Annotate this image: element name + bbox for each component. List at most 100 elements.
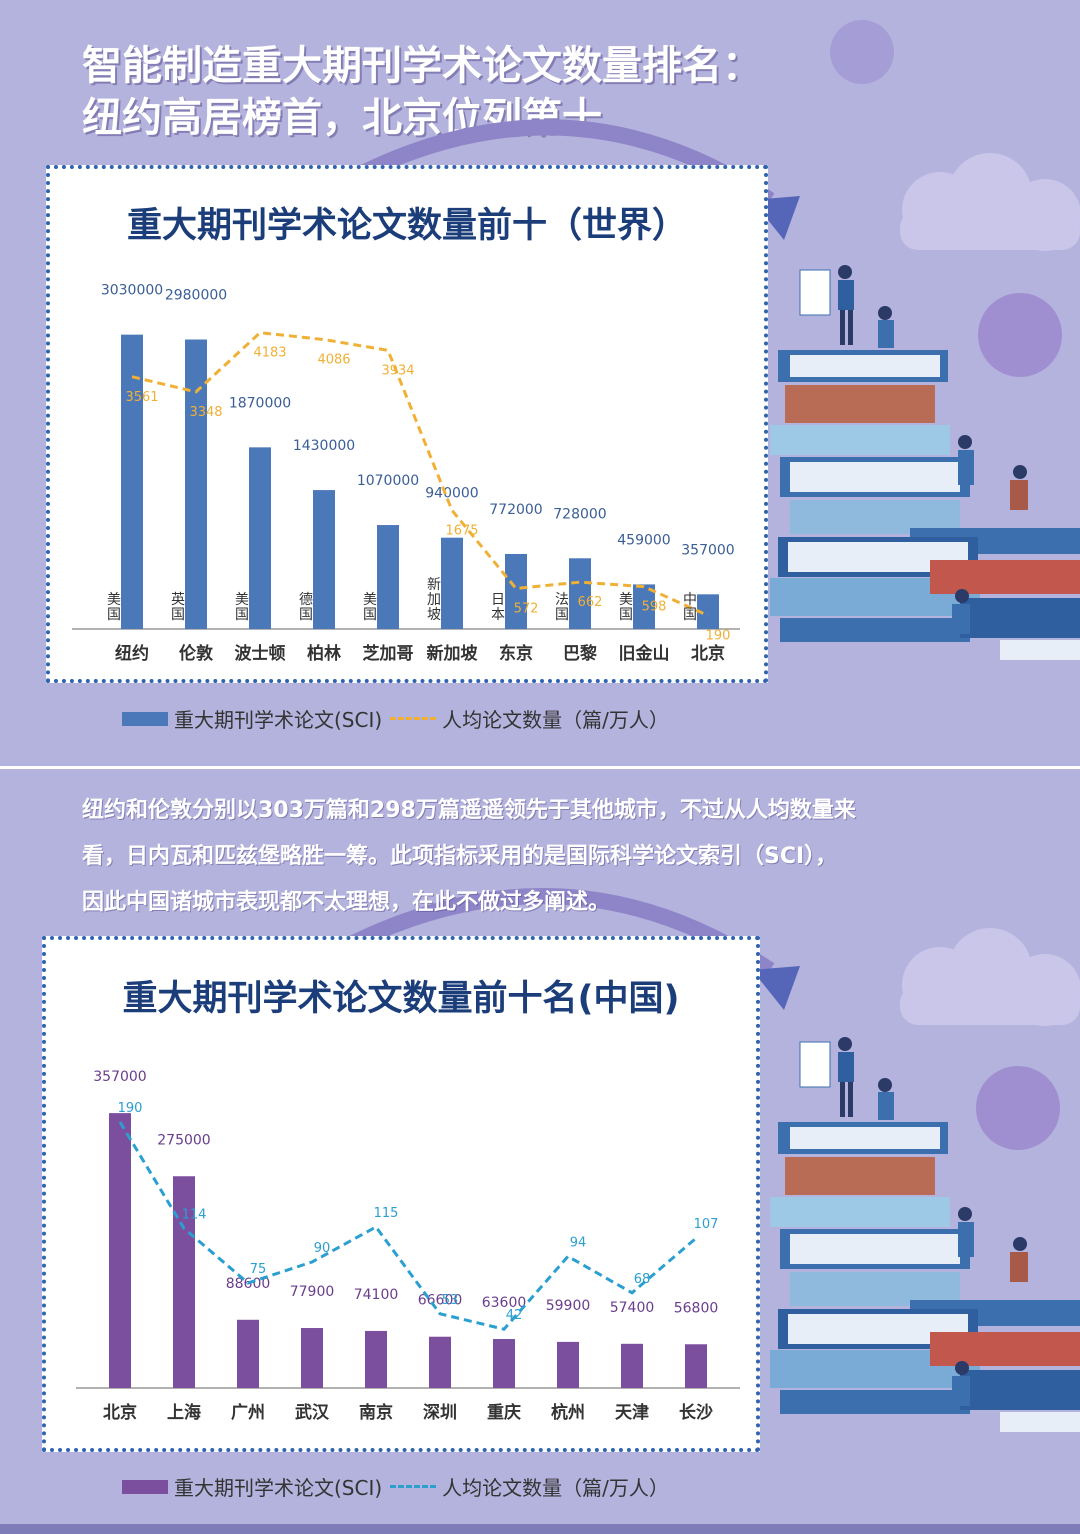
bar-9 xyxy=(633,584,655,629)
x-tick-label: 巴黎 xyxy=(563,643,597,664)
x-tick-label: 纽约 xyxy=(115,643,149,664)
line-value-label: 190 xyxy=(706,629,731,644)
line-value-label: 107 xyxy=(694,1217,719,1232)
bar-4 xyxy=(313,490,335,629)
bar-3 xyxy=(237,1319,259,1388)
country-label-char: 国 xyxy=(299,607,313,623)
line-value-label: 572 xyxy=(514,601,539,616)
line-value-label: 3561 xyxy=(125,390,158,405)
legend-bar-label: 重大期刊学术论文(SCI) xyxy=(174,1476,383,1500)
country-label-char: 美 xyxy=(619,592,633,608)
country-label-char: 国 xyxy=(683,607,697,623)
bar-7 xyxy=(505,554,527,629)
description-paragraph: 纽约和伦敦分别以303万篇和298万篇遥遥领先于其他城市，不过从人均数量来 看，… xyxy=(82,788,1012,926)
china-chart-panel: 重大期刊学术论文数量前十名(中国) 357000 北京 275000 上海 88600 广… xyxy=(42,936,760,1452)
line-value-label: 3934 xyxy=(381,363,414,378)
bar-value-label: 357000 xyxy=(93,1069,146,1085)
decor-circle xyxy=(830,20,894,84)
line-value-label: 53 xyxy=(442,1293,459,1308)
country-label-char: 国 xyxy=(171,607,185,623)
bottom-bar xyxy=(0,1524,1080,1534)
bar-value-label: 1430000 xyxy=(293,438,355,454)
line-value-label: 115 xyxy=(374,1206,399,1221)
bar-10 xyxy=(697,594,719,629)
headline-line-1: 智能制造重大期刊学术论文数量排名： xyxy=(82,43,762,89)
bar-7 xyxy=(493,1339,515,1388)
line-value-label: 90 xyxy=(314,1241,331,1256)
x-tick-label: 北京 xyxy=(691,643,725,664)
line-value-label: 75 xyxy=(250,1262,267,1277)
country-label-char: 国 xyxy=(619,607,633,623)
bar-value-label: 940000 xyxy=(425,486,478,502)
bar-value-label: 56800 xyxy=(674,1300,719,1316)
x-tick-label: 芝加哥 xyxy=(363,643,414,664)
paragraph-line-2: 看，日内瓦和匹兹堡略胜一筹。此项指标采用的是国际科学论文索引（SCI）， xyxy=(82,844,838,869)
bar-2 xyxy=(185,339,207,629)
country-label-char: 加 xyxy=(427,592,441,608)
country-label-char: 美 xyxy=(363,592,377,608)
per-capita-line xyxy=(131,331,709,617)
bar-9 xyxy=(621,1343,643,1388)
per-capita-line xyxy=(118,1121,697,1331)
bar-8 xyxy=(569,558,591,629)
x-tick-label: 柏林 xyxy=(307,643,341,664)
line-value-label: 4086 xyxy=(317,353,350,368)
country-label-char: 法 xyxy=(555,592,569,608)
bar-value-label: 59900 xyxy=(546,1298,591,1314)
world-chart-svg: 3030000 纽约 2980000 伦敦 1870000 波士顿 1430000 柏林 107… xyxy=(72,283,740,664)
country-label-char: 坡 xyxy=(427,607,441,623)
bar-value-label: 74100 xyxy=(354,1287,399,1303)
bar-value-label: 459000 xyxy=(617,532,670,548)
x-tick-label: 北京 xyxy=(103,1402,137,1423)
china-chart-title: 重大期刊学术论文数量前十名(中国) xyxy=(122,979,680,1019)
x-tick-label: 广州 xyxy=(231,1402,265,1423)
x-tick-label: 深圳 xyxy=(423,1402,457,1423)
bar-value-label: 77900 xyxy=(290,1284,335,1300)
bar-8 xyxy=(557,1341,579,1388)
decor-circle xyxy=(978,293,1062,377)
legend-bar-swatch xyxy=(122,711,168,726)
china-chart-legend: 重大期刊学术论文(SCI) 人均论文数量（篇/万人） xyxy=(122,1472,669,1501)
bar-4 xyxy=(301,1328,323,1388)
x-tick-label: 旧金山 xyxy=(619,643,670,664)
legend-line-label: 人均论文数量（篇/万人） xyxy=(442,1476,669,1500)
legend-line-swatch xyxy=(390,1485,437,1488)
x-tick-label: 重庆 xyxy=(487,1402,521,1423)
legend-bar-swatch xyxy=(122,1479,168,1494)
country-label-char: 日 xyxy=(491,592,505,608)
line-value-label: 662 xyxy=(578,595,603,610)
bar-value-label: 772000 xyxy=(489,502,542,518)
country-label-char: 德 xyxy=(299,592,313,608)
section-divider xyxy=(0,766,1080,769)
bar-5 xyxy=(377,525,399,629)
world-chart-legend: 重大期刊学术论文(SCI) 人均论文数量（篇/万人） xyxy=(122,704,669,733)
bar-value-label: 57400 xyxy=(610,1300,655,1316)
x-tick-label: 东京 xyxy=(499,643,533,664)
x-tick-label: 新加坡 xyxy=(427,643,478,664)
country-label-char: 国 xyxy=(555,607,569,623)
line-value-label: 3348 xyxy=(189,405,222,420)
line-value-label: 68 xyxy=(634,1272,651,1287)
country-label-char: 国 xyxy=(363,607,377,623)
bar-value-label: 1870000 xyxy=(229,395,291,411)
x-tick-label: 波士顿 xyxy=(235,643,286,664)
country-label-char: 美 xyxy=(235,592,249,608)
bar-5 xyxy=(365,1330,387,1388)
paragraph-line-1: 纽约和伦敦分别以303万篇和298万篇遥遥领先于其他城市，不过从人均数量来 xyxy=(82,798,856,823)
bar-1 xyxy=(121,334,143,629)
bar-value-label: 3030000 xyxy=(101,283,163,299)
line-value-label: 1675 xyxy=(445,523,478,538)
x-tick-label: 上海 xyxy=(167,1402,201,1423)
country-label-char: 国 xyxy=(235,607,249,623)
paragraph-line-3: 因此中国诸城市表现都不太理想，在此不做过多阐述。 xyxy=(82,890,611,915)
bar-value-label: 2980000 xyxy=(165,288,227,304)
cloud-decoration xyxy=(900,928,1080,1026)
country-label-char: 美 xyxy=(107,592,121,608)
bar-1 xyxy=(109,1113,131,1388)
x-tick-label: 杭州 xyxy=(551,1402,585,1423)
bar-10 xyxy=(685,1344,707,1388)
country-label-char: 新 xyxy=(427,577,441,593)
country-label-char: 国 xyxy=(107,607,121,623)
cloud-decoration xyxy=(900,153,1080,251)
bar-3 xyxy=(249,447,271,629)
